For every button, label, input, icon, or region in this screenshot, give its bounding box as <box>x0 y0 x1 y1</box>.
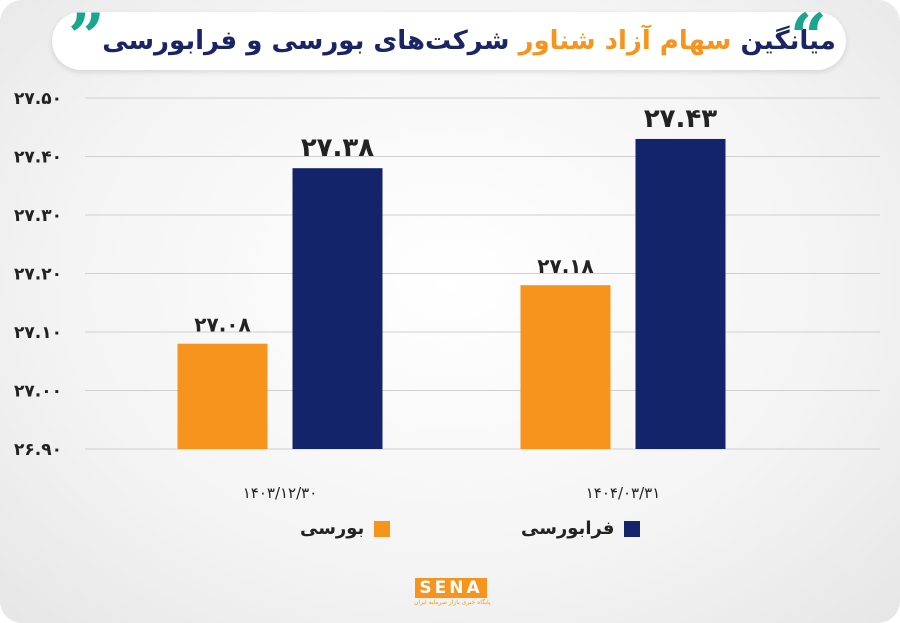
y-tick-label: ۲۷.۰۰ <box>14 382 62 402</box>
y-tick-label: ۲۶.۹۰ <box>14 440 62 460</box>
open-quote-icon: ” <box>68 0 105 75</box>
data-label: ۲۷.۴۳ <box>644 104 717 134</box>
legend-swatch-farabourse <box>624 520 641 537</box>
chart-title: میانگین سهام آزاد شناور شرکت‌های بورسی و… <box>102 12 836 70</box>
legend: بورسی فرابورسی <box>0 518 900 548</box>
close-quote-icon: “ <box>790 0 827 75</box>
data-label: ۲۷.۳۸ <box>301 133 374 163</box>
bars <box>177 138 726 449</box>
bar-bourse <box>520 285 611 449</box>
legend-label-farabourse: فرابورسی <box>521 518 615 539</box>
y-axis-ticks: ۲۷.۵۰ ۲۷.۴۰ ۲۷.۳۰ ۲۷.۲۰ ۲۷.۱۰ ۲۷.۰۰ ۲۶.۹۰ <box>14 89 62 460</box>
data-label: ۲۷.۱۸ <box>537 254 593 278</box>
title-part-1: میانگین <box>740 26 836 56</box>
bar-bourse <box>177 343 268 449</box>
x-axis-categories: ۱۴۰۳/۱۲/۳۰ ۱۴۰۴/۰۳/۳۱ <box>243 484 661 502</box>
x-category-label: ۱۴۰۴/۰۳/۳۱ <box>586 484 661 502</box>
legend-item-bourse: بورسی <box>300 518 391 539</box>
legend-swatch-bourse <box>374 520 391 537</box>
data-label: ۲۷.۰۸ <box>194 313 250 337</box>
bar-farabourse <box>635 138 726 449</box>
logo-word: SENA <box>415 578 487 598</box>
bar-farabourse <box>292 168 383 449</box>
sena-logo: SENA پایگاه خبری بازار سرمایه ایران <box>414 578 491 610</box>
legend-item-farabourse: فرابورسی <box>521 518 641 539</box>
y-tick-label: ۲۷.۱۰ <box>14 323 62 343</box>
y-tick-label: ۲۷.۲۰ <box>14 265 62 285</box>
y-tick-label: ۲۷.۴۰ <box>14 148 62 168</box>
y-tick-label: ۲۷.۵۰ <box>14 89 62 109</box>
y-tick-label: ۲۷.۳۰ <box>14 206 62 226</box>
title-bar: میانگین سهام آزاد شناور شرکت‌های بورسی و… <box>52 12 846 70</box>
title-part-3: شرکت‌های بورسی و فرابورسی <box>102 26 510 56</box>
legend-label-bourse: بورسی <box>300 518 365 539</box>
title-part-2: سهام آزاد شناور <box>518 26 732 56</box>
logo-subtitle: پایگاه خبری بازار سرمایه ایران <box>414 599 491 606</box>
x-category-label: ۱۴۰۳/۱۲/۳۰ <box>243 484 318 502</box>
data-labels: ۲۷.۰۸ ۲۷.۳۸ ۲۷.۱۸ ۲۷.۴۳ <box>194 104 717 337</box>
